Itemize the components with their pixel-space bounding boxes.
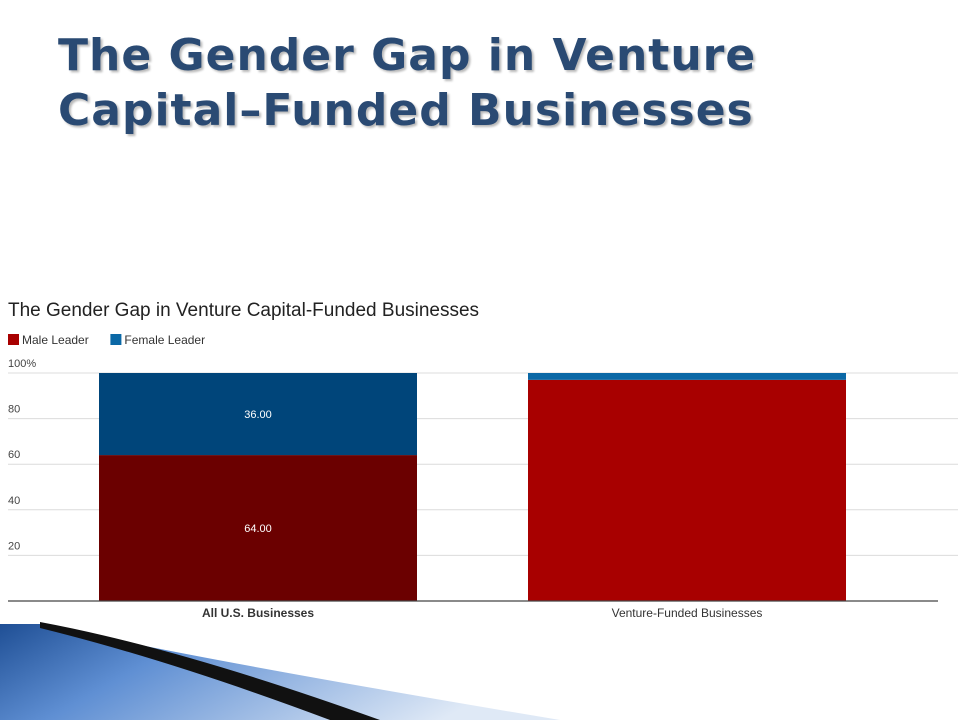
bar-male-0 <box>99 455 417 601</box>
chart-bars <box>99 373 846 601</box>
y-tick-label: 80 <box>8 404 20 416</box>
y-tick-label: 40 <box>8 495 20 507</box>
data-labels: 64.00 36.00 <box>244 409 272 535</box>
stacked-bar-chart: The Gender Gap in Venture Capital-Funded… <box>8 300 958 620</box>
slide-title: The Gender Gap in Venture Capital–Funded… <box>58 28 918 138</box>
chart-title: The Gender Gap in Venture Capital-Funded… <box>8 300 479 321</box>
x-tick-label: Venture-Funded Businesses <box>612 606 763 620</box>
y-tick-label: 60 <box>8 449 20 461</box>
data-label: 64.00 <box>244 523 272 535</box>
legend-swatch-1 <box>110 334 122 345</box>
bar-female-1 <box>528 373 846 380</box>
chart-legend: Male Leader Female Leader <box>8 333 205 347</box>
bar-female-0 <box>99 373 417 456</box>
x-axis-ticks: All U.S. Businesses Venture-Funded Busine… <box>202 606 762 620</box>
legend-swatch-0 <box>8 334 19 345</box>
slide-title-line-1: The Gender Gap in Venture <box>58 30 757 81</box>
data-label: 36.00 <box>244 409 272 421</box>
slide-title-line-2: Capital–Funded Businesses <box>58 85 754 136</box>
x-tick-label: All U.S. Businesses <box>202 606 314 620</box>
legend-label-1: Female Leader <box>124 333 205 347</box>
legend-label-0: Male Leader <box>22 333 89 347</box>
y-axis-ticks: 20 40 60 80 100% <box>8 358 36 552</box>
bar-male-1 <box>528 379 846 601</box>
y-tick-label: 20 <box>8 540 20 552</box>
y-tick-label: 100% <box>8 358 36 370</box>
